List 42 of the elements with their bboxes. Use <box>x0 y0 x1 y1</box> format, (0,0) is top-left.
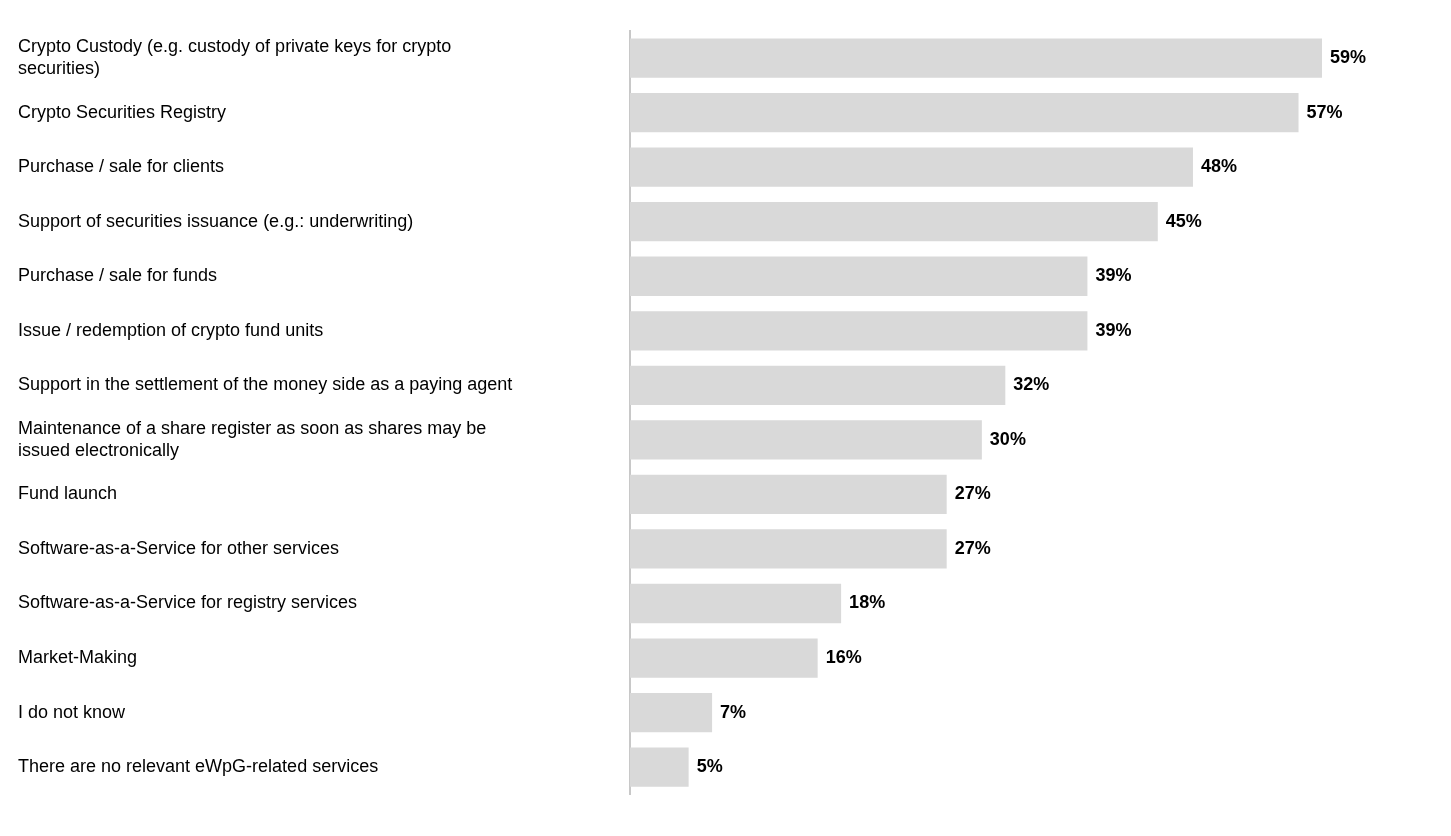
y-tick-label: Software-as-a-Service for other services <box>18 537 340 558</box>
bar <box>630 638 818 678</box>
data-label: 39% <box>1095 319 1132 340</box>
bar <box>630 38 1322 78</box>
bar <box>630 256 1088 296</box>
bar <box>630 747 689 787</box>
y-tick-label: Support of securities issuance (e.g.: underwriting) <box>18 210 414 231</box>
bar <box>630 92 1299 133</box>
data-label: 27% <box>954 537 991 558</box>
y-tick-label: Crypto Securities Registry <box>18 101 227 122</box>
bar <box>630 474 947 515</box>
data-label: 32% <box>1013 374 1050 395</box>
data-label: 5% <box>696 756 723 777</box>
data-label: 7% <box>720 701 747 722</box>
y-tick-label: I do not know <box>18 701 127 722</box>
bar <box>630 692 713 733</box>
data-label: 57% <box>1306 101 1343 122</box>
y-tick-label: Maintenance of a share register as soon as shares may be issued electronically <box>18 418 487 460</box>
bar <box>630 202 1158 242</box>
data-label: 27% <box>954 483 991 504</box>
bar <box>630 311 1088 351</box>
data-label: 48% <box>1200 156 1237 177</box>
data-label: 45% <box>1165 210 1202 231</box>
y-tick-label: Fund launch <box>18 483 118 504</box>
data-label: 16% <box>825 647 862 668</box>
data-label: 30% <box>989 428 1026 449</box>
bar <box>630 583 842 624</box>
data-label: 59% <box>1329 47 1367 68</box>
y-tick-label: Issue / redemption of crypto fund units <box>18 319 324 340</box>
data-label: 18% <box>849 592 886 613</box>
data-label: 39% <box>1095 265 1132 286</box>
y-tick-label: Crypto Custody (e.g. custody of private keys for crypto securities) <box>18 36 452 78</box>
y-tick-label: Purchase / sale for funds <box>18 265 218 286</box>
y-tick-label: Support in the settlement of the money side as a paying agent <box>18 374 513 395</box>
y-tick-label: Market-Making <box>18 647 138 668</box>
bar <box>630 529 947 569</box>
bar <box>630 420 982 460</box>
bar <box>630 365 1006 405</box>
y-tick-label: Purchase / sale for clients <box>18 156 225 177</box>
bar <box>630 147 1193 187</box>
y-tick-label: Software-as-a-Service for registry services <box>18 592 358 613</box>
y-tick-label: There are no relevant eWpG-related services <box>18 756 379 777</box>
